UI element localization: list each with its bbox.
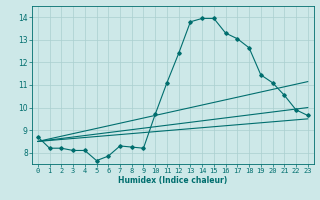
- X-axis label: Humidex (Indice chaleur): Humidex (Indice chaleur): [118, 176, 228, 185]
